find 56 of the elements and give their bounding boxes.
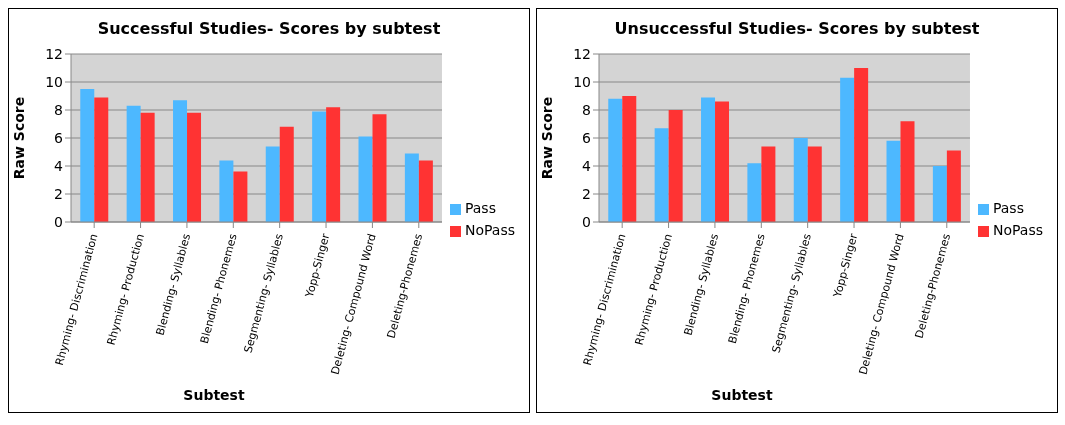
legend-label: Pass (992, 200, 1024, 216)
bar (793, 138, 808, 222)
bar (80, 89, 95, 222)
bar (608, 98, 623, 222)
bar (404, 153, 419, 222)
y-tick-label: 12 (573, 45, 591, 62)
bar (886, 140, 901, 222)
y-tick-label: 8 (582, 101, 591, 118)
x-axis-title: Subtest (182, 387, 246, 403)
bar (219, 160, 234, 222)
y-tick-label: 4 (54, 157, 64, 174)
bar (654, 128, 669, 222)
y-tick-label: 10 (45, 73, 63, 90)
y-tick-label: 6 (582, 129, 592, 146)
bar (187, 112, 202, 222)
y-tick-label: 8 (54, 101, 63, 118)
legend-label: NoPass (992, 222, 1043, 238)
bar (807, 146, 822, 222)
bar (854, 68, 869, 222)
bar (900, 121, 915, 222)
bar (140, 112, 155, 222)
bar (761, 146, 776, 222)
y-tick-label: 12 (45, 45, 63, 62)
bar (622, 96, 637, 222)
bar (265, 146, 280, 222)
y-tick-label: 2 (54, 185, 63, 202)
bar (279, 126, 294, 222)
bar (233, 171, 248, 222)
bar (747, 163, 762, 222)
y-tick-label: 4 (582, 157, 592, 174)
chart-title: Successful Studies- Scores by subtest (96, 19, 442, 38)
chart-title: Unsuccessful Studies- Scores by subtest (613, 19, 981, 38)
bar (715, 101, 730, 222)
bar (173, 100, 188, 222)
y-tick-label: 2 (582, 185, 591, 202)
bar (946, 150, 961, 222)
x-axis-title: Subtest (710, 387, 774, 403)
bar (840, 77, 855, 222)
bar (418, 160, 433, 222)
y-tick-label: 0 (54, 213, 63, 230)
y-tick-label: 6 (54, 129, 64, 146)
bar (312, 111, 327, 222)
bar (372, 114, 387, 222)
bar (668, 110, 683, 222)
bar (126, 105, 141, 222)
legend-label: NoPass (464, 222, 515, 238)
bar (358, 136, 373, 222)
legend-label: Pass (464, 200, 496, 216)
y-axis-title: Raw Score (538, 96, 555, 180)
y-tick-label: 10 (573, 73, 591, 90)
bar (326, 107, 341, 222)
y-tick-label: 0 (582, 213, 591, 230)
bar (94, 97, 109, 222)
bar (701, 97, 716, 222)
bar (932, 166, 947, 222)
y-axis-title: Raw Score (10, 96, 27, 180)
